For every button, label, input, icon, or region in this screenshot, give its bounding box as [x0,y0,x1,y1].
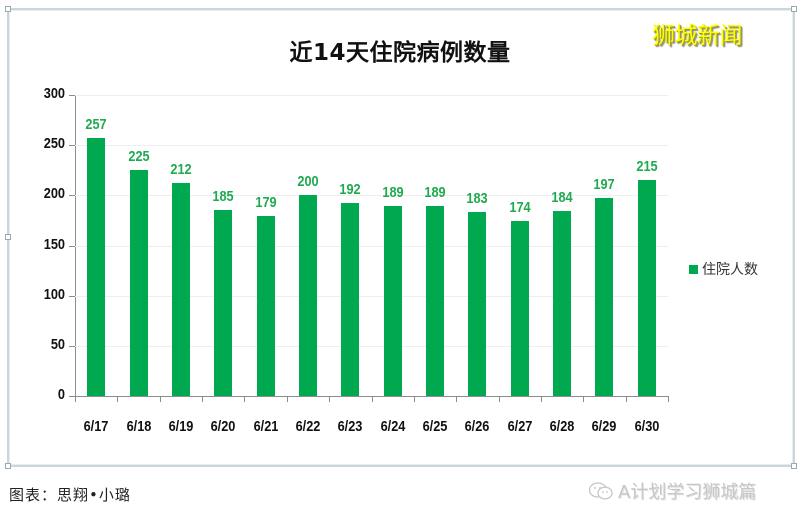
bar[interactable] [172,183,190,396]
legend-swatch [689,264,698,274]
resize-handle-bottom-right[interactable] [791,463,797,469]
x-tick-label: 6/23 [337,418,363,435]
bar[interactable] [87,138,105,396]
bar-value-label: 212 [170,161,192,178]
x-tick-label: 6/27 [507,418,533,435]
y-tick-label: 250 [43,135,65,152]
x-tick [583,396,584,402]
gridline [75,246,668,247]
bar[interactable] [341,203,359,396]
x-tick-label: 6/29 [591,418,617,435]
x-tick [202,396,203,402]
x-tick [117,396,118,402]
bar-value-label: 225 [128,148,150,165]
gridline [75,296,668,297]
x-tick [244,396,245,402]
x-tick [287,396,288,402]
x-tick-label: 6/19 [168,418,194,435]
y-tick-label: 0 [57,386,65,403]
plot-area: 0 50 100 150 200 250 300 257 6/17 225 6/18 212 6/19 1… [44,85,669,435]
bar-value-label: 200 [297,173,319,190]
x-tick-label: 6/26 [464,418,490,435]
x-tick [160,396,161,402]
bar[interactable] [638,180,656,396]
x-tick-label: 6/21 [253,418,279,435]
bar-value-label: 179 [255,194,277,211]
legend: 住院人数 [689,259,758,279]
legend-label: 住院人数 [702,262,758,278]
x-tick-label: 6/18 [126,418,152,435]
resize-handle-top-left[interactable] [5,6,11,12]
x-tick [75,396,76,402]
x-tick [626,396,627,402]
y-tick-label: 100 [43,286,65,303]
x-tick-label: 6/20 [210,418,236,435]
y-tick [69,346,75,347]
gridline [75,195,668,196]
bar[interactable] [130,170,148,396]
bar-value-label: 183 [466,190,488,207]
y-tick [69,396,75,397]
y-axis-line [75,95,76,396]
x-tick-label: 6/25 [422,418,448,435]
watermark-text: A计划学习狮城篇 [618,482,757,503]
bar[interactable] [468,212,486,396]
resize-handle-left[interactable] [5,234,11,240]
bar-value-label: 174 [509,199,531,216]
bar-value-label: 189 [424,184,446,201]
bar[interactable] [595,198,613,396]
y-tick-label: 50 [50,336,65,353]
bar-value-label: 197 [593,176,615,193]
bar-value-label: 185 [212,188,234,205]
x-axis-line [69,396,668,397]
x-tick [329,396,330,402]
resize-handle-bottom-left[interactable] [5,463,11,469]
gridline [75,346,668,347]
gridline [75,145,668,146]
y-tick [69,195,75,196]
bar[interactable] [511,221,529,396]
bar-value-label: 184 [551,189,573,206]
x-tick-label: 6/24 [380,418,406,435]
y-tick-label: 300 [43,85,65,102]
x-tick [456,396,457,402]
bar[interactable] [214,210,232,396]
chart-credit: 图表：思翔•小璐 [9,486,131,504]
bar-value-label: 257 [85,116,107,133]
chart-title: 近14天住院病例数量 [289,40,511,66]
bar[interactable] [257,216,275,396]
y-tick [69,296,75,297]
x-tick-label: 6/28 [549,418,575,435]
bar-value-label: 189 [382,184,404,201]
x-tick-label: 6/30 [634,418,660,435]
x-tick [668,396,669,402]
resize-handle-top-right[interactable] [791,6,797,12]
bar[interactable] [299,195,317,396]
y-tick [69,145,75,146]
brand-logo: 狮城新闻 [652,23,743,49]
bar-value-label: 215 [636,158,658,175]
x-tick [372,396,373,402]
watermark: A计划学习狮城篇 [588,478,756,504]
x-tick-label: 6/22 [295,418,321,435]
x-tick-label: 6/17 [83,418,109,435]
y-tick [69,246,75,247]
y-tick-label: 200 [43,185,65,202]
y-tick-label: 150 [43,236,65,253]
gridline [75,95,668,96]
y-tick [69,95,75,96]
x-tick [541,396,542,402]
bar[interactable] [553,211,571,396]
x-tick [414,396,415,402]
bar[interactable] [426,206,444,396]
bar-value-label: 192 [339,181,361,198]
bar[interactable] [384,206,402,396]
x-tick [499,396,500,402]
wechat-icon [588,482,613,500]
